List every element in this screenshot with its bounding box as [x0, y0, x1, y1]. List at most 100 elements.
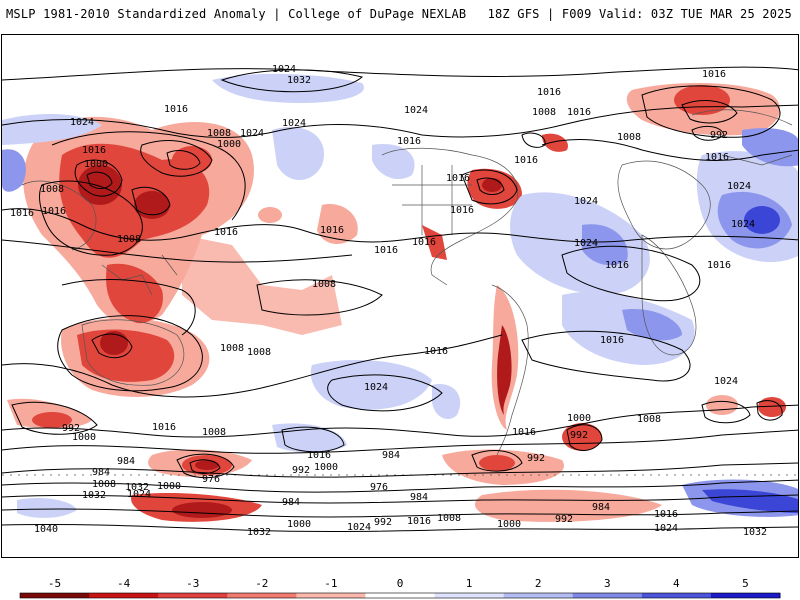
contour-label: 1016 [374, 245, 398, 256]
contour-label: 1024 [654, 523, 678, 534]
contour-label: 992 [710, 130, 728, 141]
contour-label: 1024 [240, 128, 264, 139]
contour-label: 1000 [497, 519, 521, 530]
contour-label: 1016 [605, 260, 629, 271]
colorbar-segment [710, 593, 781, 598]
contour-label: 1024 [731, 219, 755, 230]
contour-label: 984 [410, 492, 428, 503]
contour-label: 1008 [312, 279, 336, 290]
contour-label: 1016 [307, 450, 331, 461]
contour-label: 1000 [314, 462, 338, 473]
colorbar-tick-label: -1 [324, 577, 337, 590]
contour-label: 984 [382, 450, 400, 461]
colorbar-segment [89, 593, 159, 598]
contour-label: 1016 [407, 516, 431, 527]
contour-label: 1008 [207, 128, 231, 139]
colorbar-segment [227, 593, 297, 598]
contour-label: 992 [292, 465, 310, 476]
contour-label: 1032 [743, 527, 767, 538]
contour-label: 976 [370, 482, 388, 493]
colorbar-tick-label: -4 [117, 577, 131, 590]
colorbar-segment [20, 593, 90, 598]
contour-labels: 1024 1032 1016 1024 1024 1008 1016 1016 … [10, 64, 767, 538]
contour-label: 984 [92, 467, 110, 478]
contour-label: 1016 [450, 205, 474, 216]
colorbar-segment [296, 593, 366, 598]
valid-time-label: 18Z GFS | F009 Valid: 03Z TUE MAR 25 202… [487, 7, 792, 21]
colorbar-segment [434, 593, 505, 598]
contour-label: 1016 [214, 227, 238, 238]
contour-label: 1024 [272, 64, 296, 75]
contour-label: 1016 [424, 346, 448, 357]
colorbar-segment [641, 593, 712, 598]
contour-label: 1016 [567, 107, 591, 118]
contour-label: 992 [570, 430, 588, 441]
contour-label: 1008 [247, 347, 271, 358]
contour-label: 1024 [404, 105, 428, 116]
contour-label: 1008 [617, 132, 641, 143]
contour-label: 1000 [567, 413, 591, 424]
contour-label: 1016 [164, 104, 188, 115]
contour-label: 992 [374, 517, 392, 528]
colorbar-tick-label: -2 [255, 577, 268, 590]
contour-label: 1000 [157, 481, 181, 492]
contour-label: 1032 [247, 527, 271, 538]
contour-label: 1000 [72, 432, 96, 443]
contour-label: 1016 [654, 509, 678, 520]
contour-label: 976 [202, 474, 220, 485]
contour-label: 992 [527, 453, 545, 464]
map-title: MSLP 1981-2010 Standardized Anomaly | Co… [6, 7, 467, 21]
contour-label: 1016 [320, 225, 344, 236]
contour-label: 1016 [537, 87, 561, 98]
isobars [2, 66, 798, 533]
contour-label: 1016 [82, 145, 106, 156]
contour-label: 1000 [287, 519, 311, 530]
contour-label: 984 [592, 502, 610, 513]
contour-label: 1008 [637, 414, 661, 425]
contour-label: 1008 [117, 234, 141, 245]
colorbar-outline [19, 592, 781, 599]
contour-label: 1016 [514, 155, 538, 166]
contour-label: 1016 [152, 422, 176, 433]
contour-label: 1024 [70, 117, 94, 128]
map-panel: 1024 1032 1016 1024 1024 1008 1016 1016 … [1, 34, 799, 558]
contour-label: 1024 [127, 489, 151, 500]
colorbar-segment [572, 593, 643, 598]
contour-label: 1016 [412, 237, 436, 248]
contour-label: 984 [282, 497, 300, 508]
contour-label: 1008 [437, 513, 461, 524]
coastlines [2, 109, 798, 476]
contour-label: 1008 [202, 427, 226, 438]
colorbar-tick-label: 1 [466, 577, 473, 590]
contour-label: 1032 [287, 75, 311, 86]
contour-label: 1032 [82, 490, 106, 501]
contour-label: 1016 [707, 260, 731, 271]
contour-label: 992 [555, 514, 573, 525]
contour-label: 1024 [727, 181, 751, 192]
colorbar-segment [158, 593, 228, 598]
map-canvas: 1024 1032 1016 1024 1024 1008 1016 1016 … [2, 64, 798, 538]
contour-label: 1024 [282, 118, 306, 129]
contour-label: 1008 [532, 107, 556, 118]
colorbar-segment [503, 593, 574, 598]
contour-label: 1024 [364, 382, 388, 393]
colorbar-tick-label: -3 [186, 577, 199, 590]
colorbar-tick-label: 2 [535, 577, 542, 590]
contour-label: 1024 [574, 238, 598, 249]
contour-label: 1008 [220, 343, 244, 354]
contour-label: 984 [117, 456, 135, 467]
colorbar: -5 -4 -3 -2 -1 0 1 2 3 4 5 [0, 574, 800, 600]
contour-label: 1000 [84, 159, 108, 170]
colorbar-tick-label: 5 [742, 577, 749, 590]
contour-label: 1016 [705, 152, 729, 163]
colorbar-tick-label: -5 [48, 577, 61, 590]
contour-label: 1016 [42, 206, 66, 217]
contour-label: 1016 [446, 173, 470, 184]
contour-label: 1032 [125, 482, 149, 493]
contour-label: 992 [62, 423, 80, 434]
colorbar-tick-label: 0 [397, 577, 404, 590]
contour-label: 1016 [600, 335, 624, 346]
contour-label: 1024 [347, 522, 371, 533]
contour-label: 1016 [512, 427, 536, 438]
contour-label: 1024 [574, 196, 598, 207]
